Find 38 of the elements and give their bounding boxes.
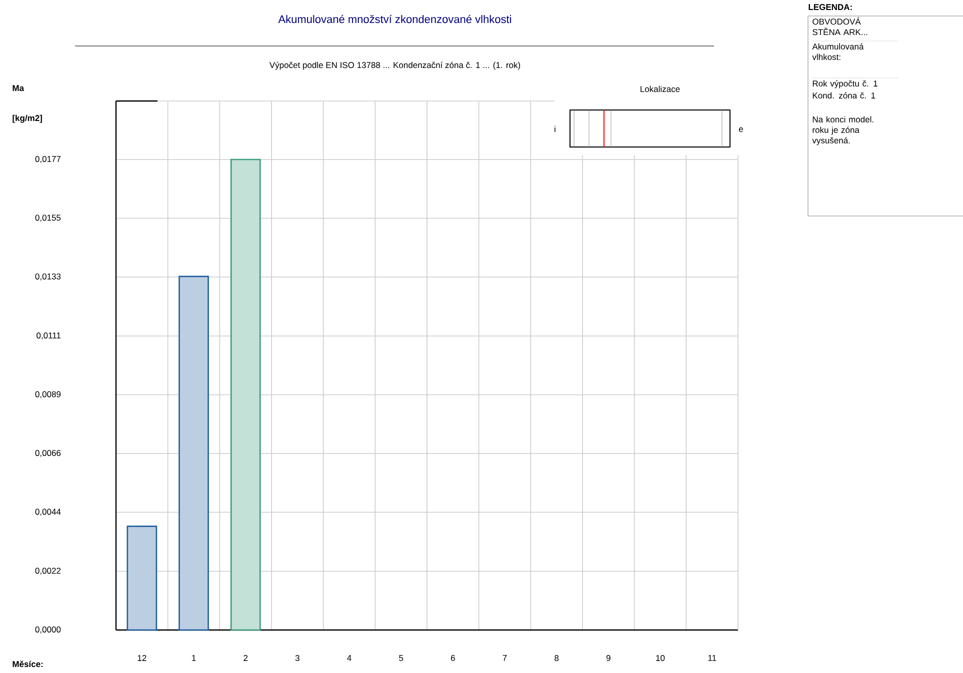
bar xyxy=(126,526,158,631)
bar xyxy=(230,158,261,631)
y-tick-label: 0,0022 xyxy=(35,568,61,575)
x-tick-label: 2 xyxy=(244,655,248,661)
text: Na konci model. roku je zóna vysušená. xyxy=(812,116,874,146)
chart-title: Akumulované množství zkondenzované vlhkosti xyxy=(278,14,512,24)
y-tick-label: 0,0155 xyxy=(35,214,61,222)
x-tick-label: 5 xyxy=(399,655,404,661)
x-tick-label: 1 xyxy=(192,655,196,661)
annotation: i xyxy=(554,126,556,132)
y-tick-label: 0,0044 xyxy=(35,508,61,516)
text: Rok výpočtu č. 1 xyxy=(812,80,878,88)
text: Kond. zóna č. 1 xyxy=(812,92,876,99)
y-tick-label: 0,0111 xyxy=(36,332,61,340)
y-tick-label: 0,0177 xyxy=(35,156,61,163)
x-tick-label: 12 xyxy=(138,655,146,661)
x-tick-label: 6 xyxy=(451,655,455,662)
x-tick-label: 4 xyxy=(347,655,352,661)
x-tick-label: 11 xyxy=(708,655,716,661)
text: LEGENDA: xyxy=(808,4,852,10)
x-tick-label: 3 xyxy=(295,655,300,662)
y-tick-label: 0,0089 xyxy=(35,391,61,398)
chart-subtitle: Výpočet podle EN ISO 13788 ... Kondenzační zóna č. 1 ... (1. rok) xyxy=(269,62,520,70)
y-tick-label: 0,0133 xyxy=(35,273,61,280)
x-tick-label: 7 xyxy=(502,655,507,661)
x-tick-label: 10 xyxy=(656,655,665,662)
text: Akumulovaná vlhkost: xyxy=(812,43,864,60)
y-tick-label: 0,0000 xyxy=(35,626,61,634)
text: [kg/m2] xyxy=(12,114,42,123)
text: Lokalizace xyxy=(640,86,680,92)
text: OBVODOVÁ STĚNA ARK... xyxy=(812,17,868,36)
bar xyxy=(178,276,209,631)
x-tick-label: 9 xyxy=(606,655,610,662)
x-axis-title: Měsíce: xyxy=(12,660,43,668)
x-tick-label: 8 xyxy=(554,655,559,662)
y-tick-label: 0,0066 xyxy=(35,450,61,457)
text: e xyxy=(739,127,743,132)
y-axis-title: Ma xyxy=(12,85,24,92)
